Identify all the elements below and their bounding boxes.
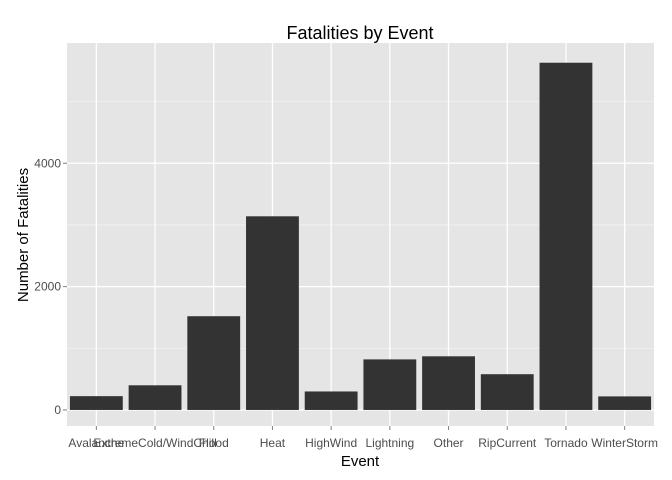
bar-lightning [363, 359, 417, 410]
x-tick-label: Avalanche [68, 436, 124, 450]
y-axis-title: Number of Fatalities [15, 168, 32, 302]
bar-tornado [539, 62, 593, 410]
bar-flood [187, 316, 241, 410]
bar-heat [246, 216, 299, 410]
x-tick-label: ExtremeCold/WindChill [93, 436, 216, 450]
bar-extremecold-windchill [128, 385, 182, 410]
x-tick-label: RipCurrent [478, 436, 537, 450]
x-tick-label: Lightning [365, 436, 414, 450]
x-axis-title: Event [341, 453, 380, 470]
x-tick-label: Heat [260, 436, 286, 450]
bar-other [422, 356, 475, 410]
y-axis: 0 2000 4000 [34, 156, 67, 417]
y-tick-label: 4000 [34, 156, 61, 170]
bar-winterstorm [598, 396, 652, 410]
x-tick-label: Tornado [544, 436, 588, 450]
y-tick-label: 2000 [34, 280, 61, 294]
bar-avalanche [69, 396, 123, 410]
bar-highwind [304, 391, 358, 410]
x-tick-label: HighWind [305, 436, 357, 450]
bar-ripcurrent [480, 374, 534, 410]
x-tick-label: Flood [199, 436, 229, 450]
bars [69, 62, 652, 410]
y-tick-label: 0 [54, 403, 61, 417]
x-tick-label: WinterStorm [591, 436, 658, 450]
chart-title: Fatalities by Event [286, 23, 433, 43]
x-tick-label: Other [434, 436, 464, 450]
